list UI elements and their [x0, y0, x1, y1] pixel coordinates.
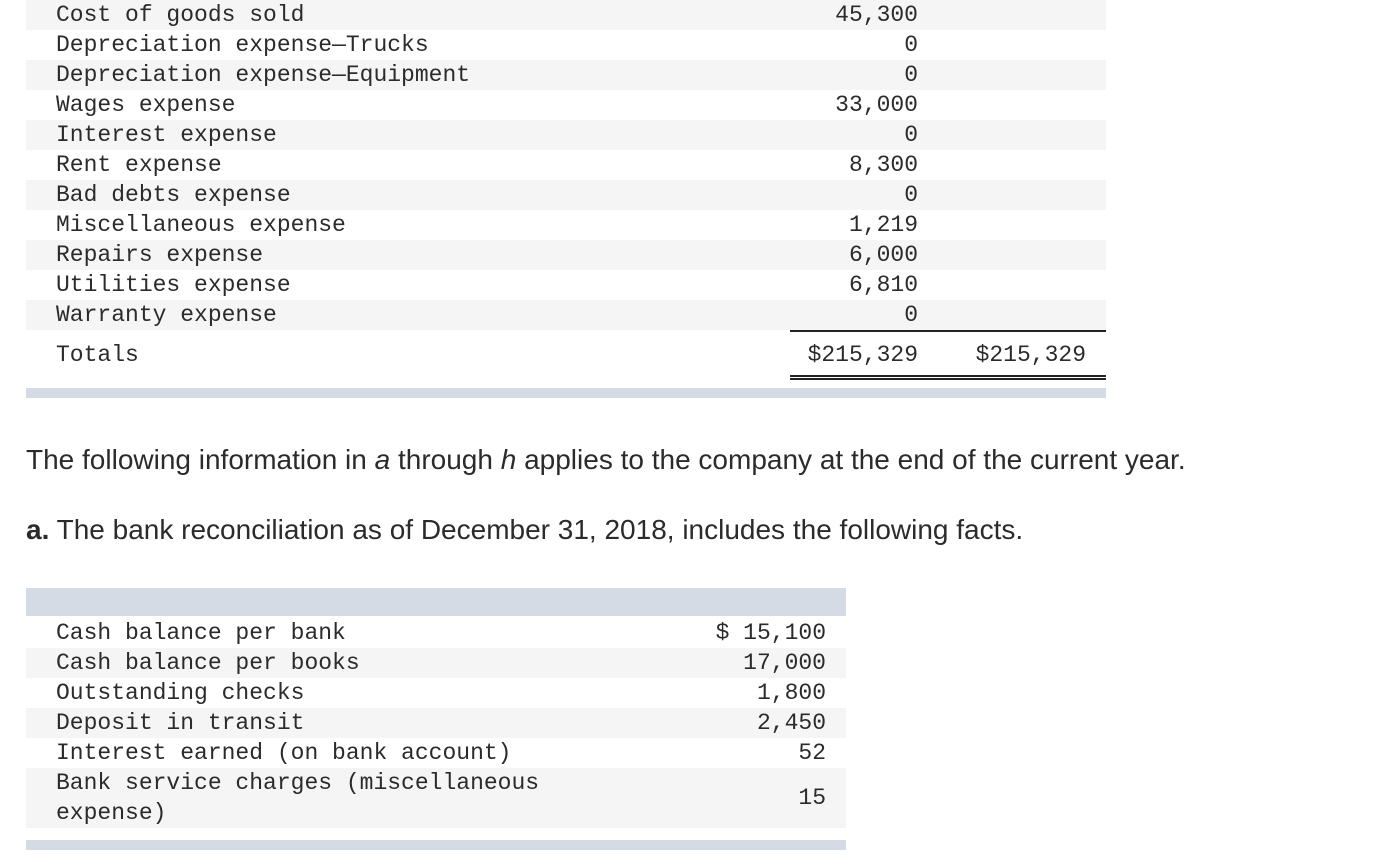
debit-double-rule: [790, 375, 966, 380]
account-label: Utilities expense: [56, 272, 291, 298]
intro-text: The following information in: [26, 444, 375, 475]
table-row: Bad debts expense 0: [26, 180, 1106, 210]
intro-h: h: [500, 444, 517, 475]
table-row: Interest expense 0: [26, 120, 1106, 150]
table-footer-bar: [26, 388, 1106, 398]
credit-total-rule: [958, 330, 1106, 332]
table-row: Depreciation expense—Trucks 0: [26, 30, 1106, 60]
table-footer-bar: [26, 840, 846, 850]
debit-value: 0: [904, 62, 918, 88]
account-label: Miscellaneous expense: [56, 212, 346, 238]
fact-label: Deposit in transit: [56, 710, 305, 736]
table-row: Utilities expense 6,810: [26, 270, 1106, 300]
intro-text: applies to the company at the end of the…: [516, 444, 1186, 475]
fact-value: $ 15,100: [715, 620, 826, 646]
table-row: Interest earned (on bank account) 52: [26, 738, 846, 768]
account-label: Interest expense: [56, 122, 277, 148]
totals-row: Totals $215,329 $215,329: [26, 330, 1106, 380]
table-row: Cash balance per books 17,000: [26, 648, 846, 678]
table-row: Cash balance per bank $ 15,100: [26, 618, 846, 648]
table-row: Repairs expense 6,000: [26, 240, 1106, 270]
fact-label: Interest earned (on bank account): [56, 740, 512, 766]
account-label: Cost of goods sold: [56, 2, 305, 28]
credit-double-rule: [958, 375, 1106, 380]
account-label: Depreciation expense—Equipment: [56, 62, 471, 88]
item-a-text: The bank reconciliation as of December 3…: [49, 514, 1024, 545]
debit-value: 0: [904, 182, 918, 208]
debit-value: 6,000: [848, 242, 918, 268]
totals-label: Totals: [56, 342, 139, 368]
fact-label: Cash balance per books: [56, 650, 360, 676]
intro-text: through: [390, 444, 501, 475]
credit-total: $215,329: [975, 342, 1086, 368]
table-row: Wages expense 33,000: [26, 90, 1106, 120]
account-label: Wages expense: [56, 92, 236, 118]
fact-value: 2,450: [756, 710, 826, 736]
debit-value: 45,300: [835, 2, 918, 28]
fact-value: 17,000: [743, 650, 826, 676]
debit-value: 33,000: [835, 92, 918, 118]
debit-value: 0: [904, 302, 918, 328]
account-label: Depreciation expense—Trucks: [56, 32, 429, 58]
table-row: Rent expense 8,300: [26, 150, 1106, 180]
fact-label: Cash balance per bank: [56, 620, 346, 646]
table-row: Miscellaneous expense 1,219: [26, 210, 1106, 240]
fact-value: 52: [798, 740, 826, 766]
trial-balance-table: Cost of goods sold 45,300 Depreciation e…: [26, 0, 1106, 398]
debit-value: 0: [904, 32, 918, 58]
table-row: Depreciation expense—Equipment 0: [26, 60, 1106, 90]
account-label: Repairs expense: [56, 242, 264, 268]
debit-value: 8,300: [848, 152, 918, 178]
table-row: Deposit in transit 2,450: [26, 708, 846, 738]
table-row: Bank service charges (miscellaneous expe…: [26, 768, 846, 828]
debit-value: 1,219: [848, 212, 918, 238]
debit-value: 6,810: [848, 272, 918, 298]
fact-label: Outstanding checks: [56, 680, 305, 706]
debit-value: 0: [904, 122, 918, 148]
intro-paragraph: The following information in a through h…: [26, 444, 1186, 476]
account-label: Rent expense: [56, 152, 222, 178]
table-row: Cost of goods sold 45,300: [26, 0, 1106, 30]
fact-label: Bank service charges (miscellaneous expe…: [56, 770, 540, 826]
debit-total-rule: [790, 330, 966, 332]
table-row: Warranty expense 0: [26, 300, 1106, 330]
fact-value: 15: [798, 785, 826, 811]
item-a-paragraph: a. The bank reconciliation as of Decembe…: [26, 514, 1023, 546]
fact-value: 1,800: [756, 680, 826, 706]
intro-a: a: [374, 444, 391, 475]
account-label: Warranty expense: [56, 302, 277, 328]
item-a-label: a.: [26, 514, 50, 545]
bank-reconciliation-table: Cash balance per bank $ 15,100 Cash bala…: [26, 588, 846, 850]
table-row: Outstanding checks 1,800: [26, 678, 846, 708]
debit-total: $215,329: [807, 342, 918, 368]
table-header-bar: [26, 588, 846, 616]
account-label: Bad debts expense: [56, 182, 291, 208]
